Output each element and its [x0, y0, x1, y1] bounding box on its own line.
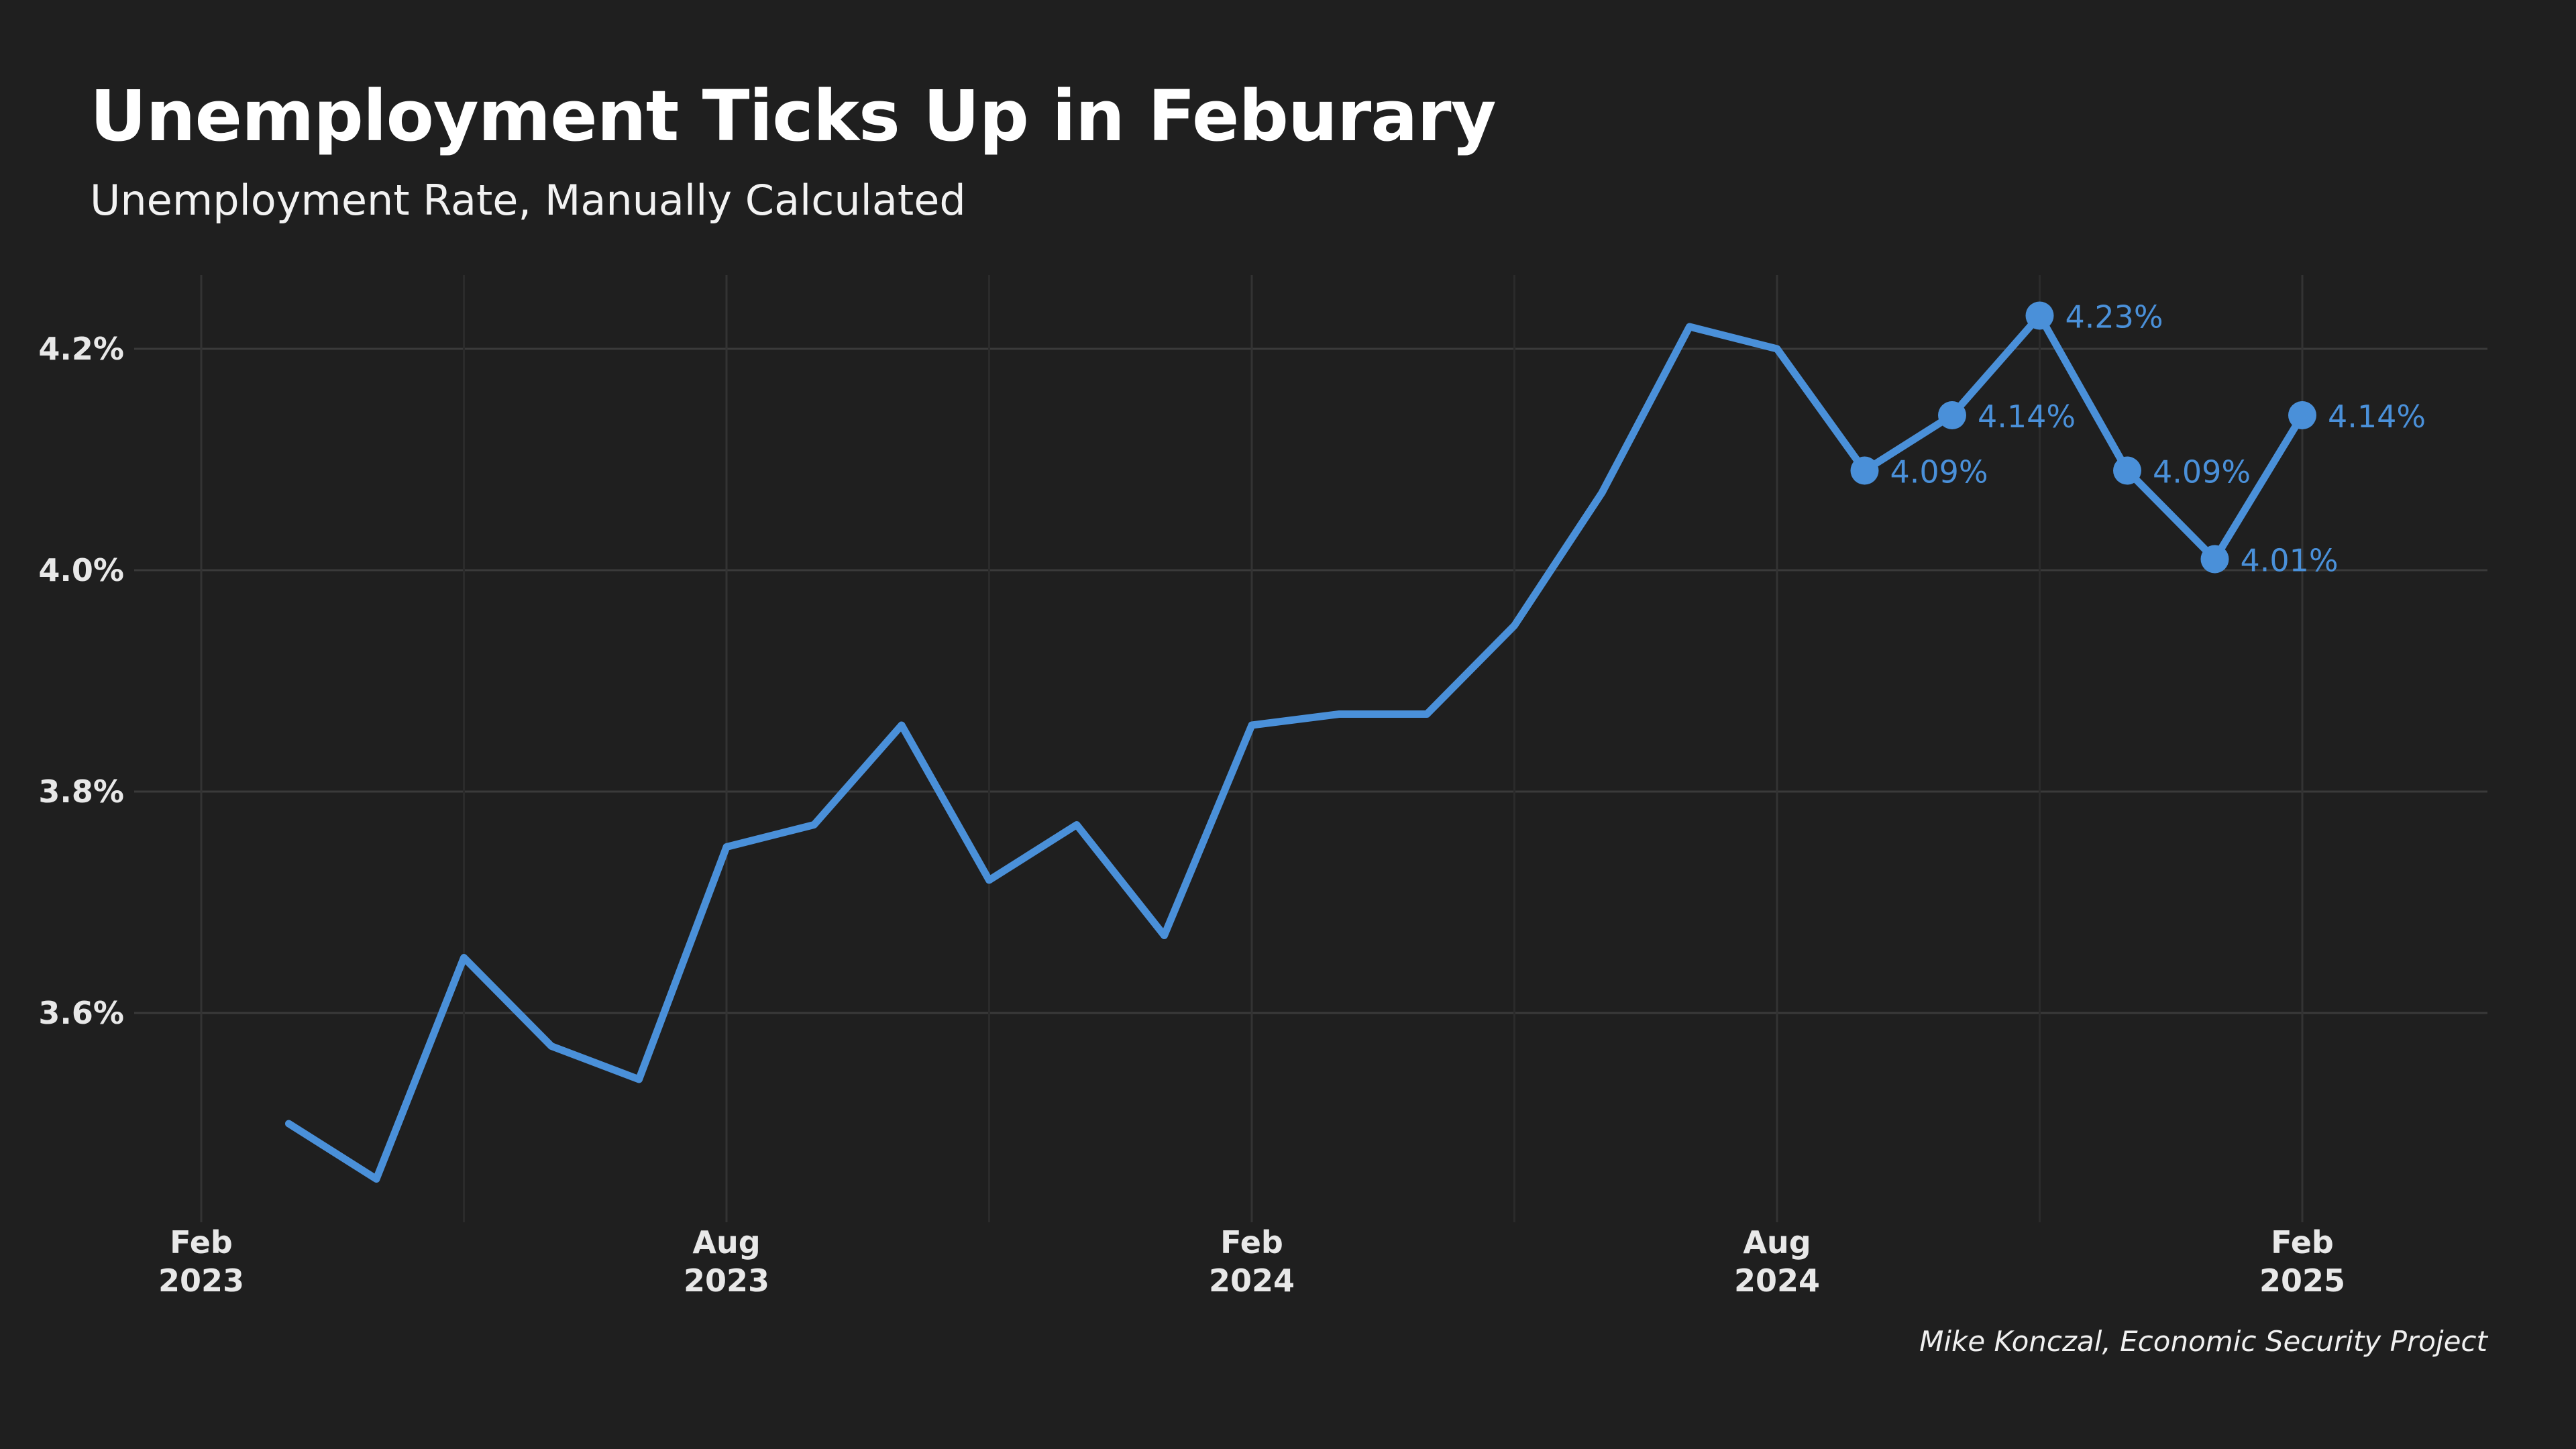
x-tick-label: Aug — [692, 1224, 760, 1260]
x-tick-label: 2025 — [2259, 1263, 2345, 1299]
x-tick-label: 2023 — [684, 1263, 769, 1299]
series-line — [285, 312, 2306, 1183]
data-label: 4.23% — [2065, 299, 2163, 335]
y-tick-label: 4.0% — [38, 552, 124, 588]
chart-title: Unemployment Ticks Up in Feburary — [90, 75, 1496, 157]
data-point — [2113, 456, 2141, 485]
data-label: 4.09% — [1890, 454, 1988, 490]
data-point — [2200, 545, 2229, 574]
y-tick-label: 4.2% — [38, 331, 124, 367]
data-point — [1938, 401, 1966, 429]
y-axis-ticks: 3.6% 3.8% 4.0% 4.2% — [38, 331, 124, 1031]
grid-layer — [134, 275, 2487, 1222]
data-label: 4.14% — [2328, 398, 2426, 435]
data-labels: 4.09% 4.14% 4.23% 4.09% 4.01% 4.14% — [1890, 299, 2426, 579]
x-tick-label: 2024 — [1209, 1263, 1295, 1299]
data-label: 4.09% — [2153, 454, 2251, 490]
y-tick-label: 3.6% — [38, 995, 124, 1031]
y-tick-label: 3.8% — [38, 773, 124, 810]
series-layer — [285, 301, 2316, 1183]
x-tick-label: Feb — [170, 1224, 233, 1260]
x-tick-label: Aug — [1743, 1224, 1811, 1260]
x-tick-label: Feb — [2271, 1224, 2334, 1260]
x-tick-label: 2023 — [158, 1263, 244, 1299]
data-label: 4.01% — [2241, 543, 2339, 579]
x-tick-label: 2024 — [1734, 1263, 1820, 1299]
data-point — [1850, 456, 1879, 485]
data-point — [2025, 301, 2054, 330]
data-label: 4.14% — [1978, 398, 2076, 435]
chart-subtitle: Unemployment Rate, Manually Calculated — [90, 176, 966, 225]
source-caption: Mike Konczal, Economic Security Project — [1919, 1325, 2487, 1358]
x-tick-label: Feb — [1220, 1224, 1283, 1260]
data-point — [2288, 401, 2316, 429]
